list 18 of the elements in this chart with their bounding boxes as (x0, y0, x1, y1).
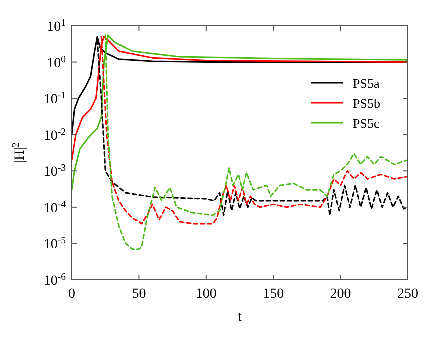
x-axis-title: t (238, 310, 242, 325)
legend-label: PS5b (353, 96, 380, 111)
x-tick-label: 250 (398, 287, 418, 302)
x-tick-label: 200 (330, 287, 352, 302)
legend-label: PS5c (353, 116, 380, 131)
y-tick-label: 10$^{-1}$ (44, 90, 66, 108)
x-tick-label: 50 (132, 287, 146, 302)
y-tick-label: 10$^{-4}$ (44, 198, 66, 216)
x-tick-label: 100 (196, 287, 217, 302)
y-tick-label: 10$^{-6}$ (44, 272, 66, 289)
y-tick-label: 10$^{-3}$ (44, 162, 66, 180)
y-tick-label: 10$^{0}$ (47, 54, 66, 72)
legend-label: PS5a (353, 76, 380, 91)
y-tick-label: 10$^{-5}$ (44, 235, 66, 253)
y-tick-label: 10$^{1}$ (47, 18, 66, 35)
y-tick-label: 10$^{-2}$ (44, 126, 66, 144)
x-tick-label: 150 (263, 287, 284, 302)
x-tick-label: 0 (68, 287, 76, 302)
